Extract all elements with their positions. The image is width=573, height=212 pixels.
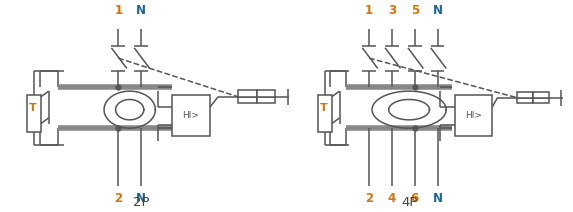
Bar [172, 95, 210, 137]
Bar [533, 92, 549, 98]
Text: 5: 5 [411, 4, 419, 17]
Bar [318, 95, 332, 132]
Text: N: N [136, 4, 146, 17]
Text: N: N [433, 192, 442, 205]
Text: N: N [136, 192, 146, 205]
Text: 1: 1 [114, 4, 123, 17]
Text: HI>: HI> [182, 111, 199, 120]
Text: 4: 4 [388, 192, 396, 205]
Text: 1: 1 [365, 4, 373, 17]
Text: 6: 6 [411, 192, 419, 205]
Bar [257, 97, 275, 103]
Bar [257, 90, 275, 97]
Bar [517, 98, 533, 103]
Text: 2: 2 [114, 192, 123, 205]
Bar [238, 90, 257, 97]
Bar [533, 98, 549, 103]
Bar [27, 95, 41, 132]
Bar [517, 92, 533, 98]
Text: N: N [433, 4, 442, 17]
Text: T: T [29, 103, 37, 113]
Bar [455, 95, 492, 137]
Text: 4P: 4P [401, 195, 417, 209]
Text: 2P: 2P [133, 195, 150, 209]
Text: T: T [320, 103, 327, 113]
Bar [238, 97, 257, 103]
Text: HI>: HI> [465, 111, 482, 120]
Text: 2: 2 [365, 192, 373, 205]
Text: 3: 3 [388, 4, 396, 17]
